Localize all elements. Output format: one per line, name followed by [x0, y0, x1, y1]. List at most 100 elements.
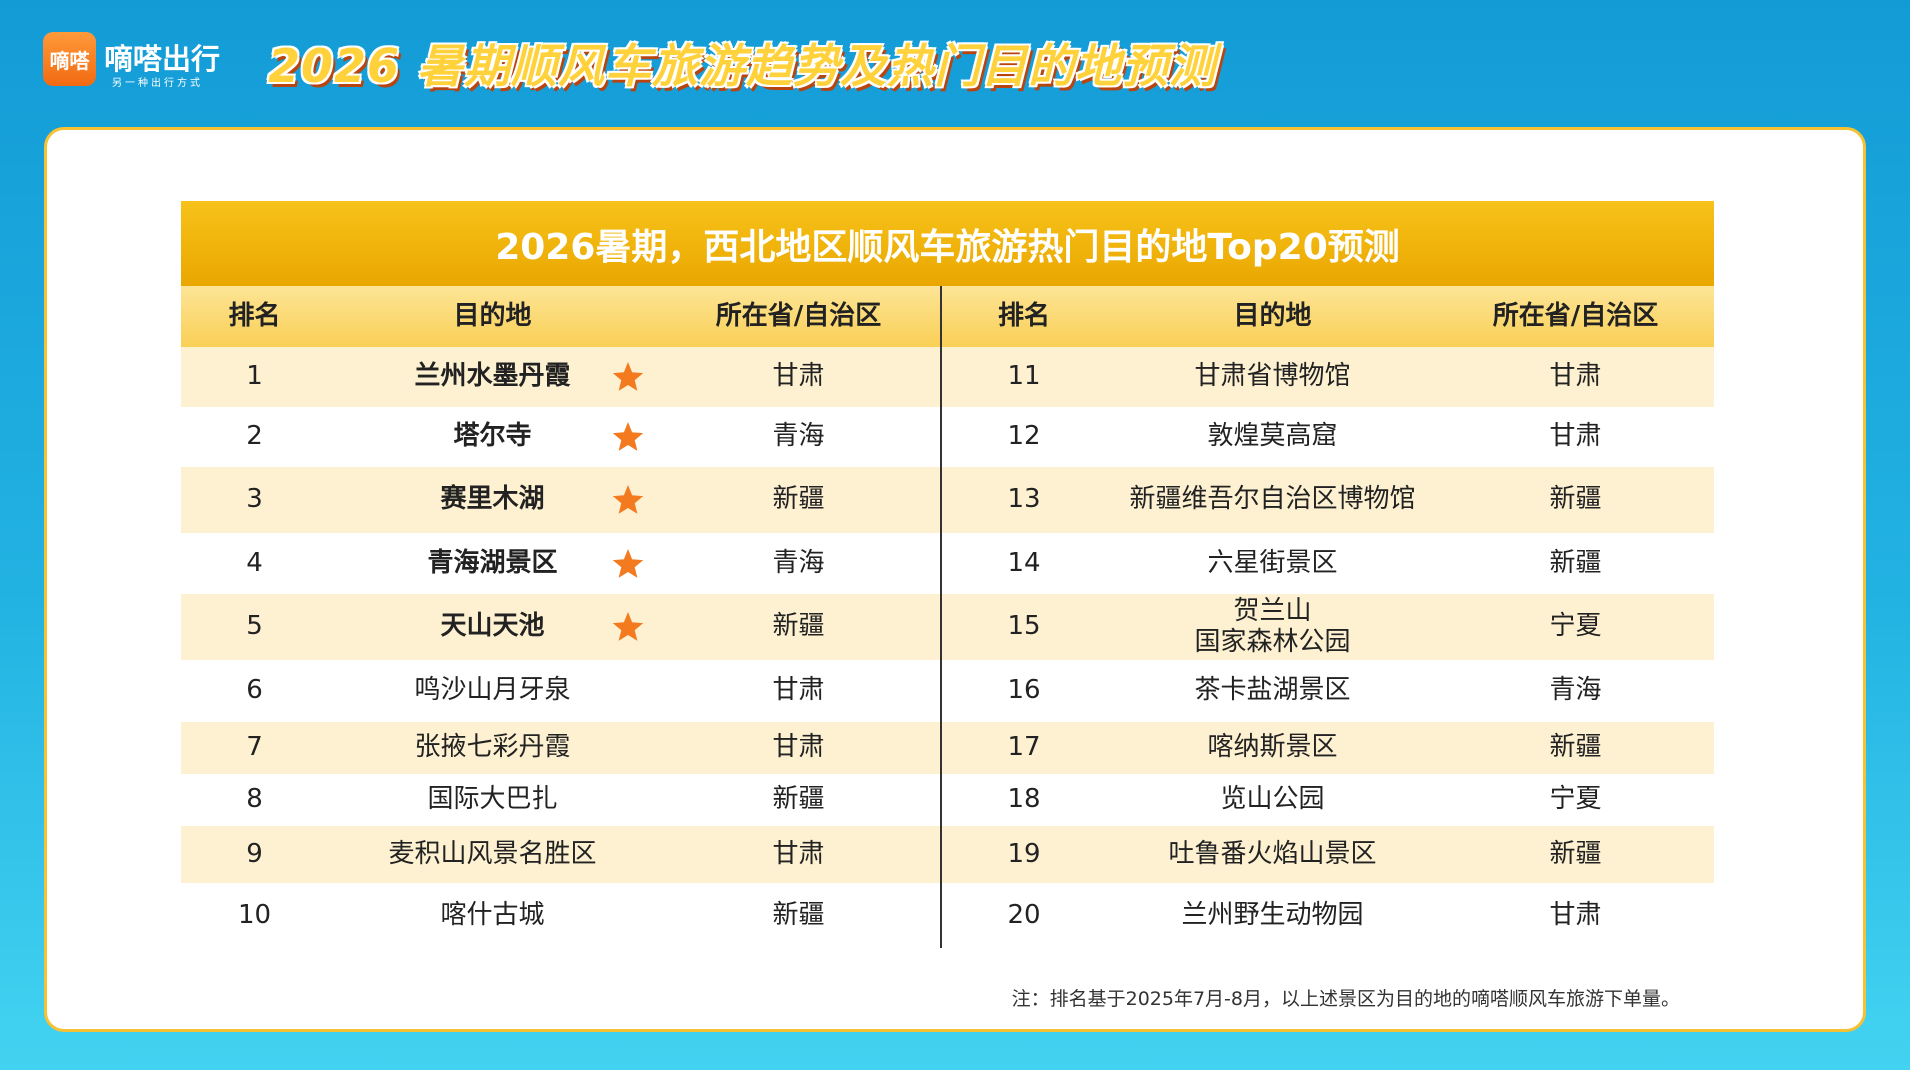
province-cell: 新疆 [657, 883, 940, 948]
rank-cell: 15 [940, 594, 1108, 660]
star-shape [612, 362, 644, 391]
rank: 1 [246, 361, 263, 392]
rank-cell: 4 [181, 533, 328, 594]
destination-cell: 天山天池 [328, 594, 657, 660]
destination: 甘肃省博物馆 [1194, 361, 1351, 392]
rank: 10 [237, 899, 272, 930]
rank: 6 [246, 675, 263, 706]
destination-cell: 张掖七彩丹霞 [328, 722, 657, 774]
province: 青海 [772, 547, 825, 578]
destination: 鸣沙山月牙泉 [414, 675, 571, 706]
table-row: 3 赛里木湖 新疆 13 新疆维吾尔自治区博物馆 新疆 [181, 467, 1714, 533]
destination-cell: 甘肃省博物馆 [1108, 347, 1437, 407]
table-row: 4 青海湖景区 青海 14 六星街景区 新疆 [181, 533, 1714, 594]
destination: 览山公园 [1220, 784, 1325, 815]
column-header: 排名 [228, 300, 281, 331]
province-cell: 甘肃 [657, 722, 940, 774]
destination-cell: 六星街景区 [1108, 533, 1437, 594]
destination-cell: 麦积山风景名胜区 [328, 826, 657, 883]
rank: 13 [1007, 484, 1041, 515]
column-header: 目的地 [453, 300, 532, 331]
destination-cell: 喀纳斯景区 [1108, 722, 1437, 774]
rank-cell: 3 [181, 467, 328, 533]
rank: 12 [1007, 421, 1041, 452]
destination-cell: 赛里木湖 [328, 467, 657, 533]
rank-cell: 6 [181, 660, 328, 722]
province-cell: 甘肃 [1437, 407, 1714, 467]
table-row: 6 鸣沙山月牙泉 甘肃 16 茶卡盐湖景区 青海 [181, 660, 1714, 722]
destination: 喀纳斯景区 [1207, 732, 1338, 763]
table-row: 10 喀什古城 新疆 20 兰州野生动物园 甘肃 [181, 883, 1714, 948]
destination: 赛里木湖 [440, 484, 545, 515]
province: 甘肃 [1549, 899, 1602, 930]
province: 新疆 [1549, 547, 1602, 578]
rank: 15 [1007, 611, 1041, 642]
destination: 喀什古城 [440, 899, 545, 930]
province-cell: 新疆 [657, 467, 940, 533]
rank-cell: 11 [940, 347, 1108, 407]
table-title: 2026暑期，西北地区顺风车旅游热门目的地Top20预测 [181, 201, 1714, 286]
star [612, 548, 644, 578]
table-row: 5 天山天池 新疆 15 贺兰山 国家森林公园 宁夏 [181, 594, 1714, 660]
province-cell: 新疆 [1437, 826, 1714, 883]
destination: 茶卡盐湖景区 [1194, 675, 1351, 706]
rank-cell: 5 [181, 594, 328, 660]
province-cell: 青海 [657, 533, 940, 594]
divider [940, 286, 942, 948]
rank-cell: 8 [181, 774, 328, 826]
rank: 5 [246, 611, 263, 642]
rank-cell: 12 [940, 407, 1108, 467]
province: 新疆 [772, 611, 825, 642]
header-row: 排名 目的地 所在省/自治区 排名 目的地 所在省/自治区 [181, 286, 1714, 347]
rank-cell: 7 [181, 722, 328, 774]
column-header: 所在省/自治区 [715, 300, 882, 331]
table-row: 8 国际大巴扎 新疆 18 览山公园 宁夏 [181, 774, 1714, 826]
column-header: 排名 [997, 300, 1050, 331]
destination-cell: 览山公园 [1108, 774, 1437, 826]
destination: 塔尔寺 [453, 421, 532, 452]
destination-cell: 鸣沙山月牙泉 [328, 660, 657, 722]
table-body: 排名 目的地 所在省/自治区 排名 目的地 所在省/自治区 1 兰州水墨丹霞 甘肃 11 甘肃省博物… [181, 286, 1714, 948]
province-cell: 甘肃 [657, 347, 940, 407]
province-cell: 新疆 [657, 774, 940, 826]
star-shape [612, 422, 644, 451]
table-row: 7 张掖七彩丹霞 甘肃 17 喀纳斯景区 新疆 [181, 722, 1714, 774]
destination: 六星街景区 [1207, 547, 1338, 578]
province-cell: 甘肃 [1437, 347, 1714, 407]
table-row: 9 麦积山风景名胜区 甘肃 19 吐鲁番火焰山景区 新疆 [181, 826, 1714, 883]
star-shape [612, 485, 644, 514]
province-cell: 宁夏 [1437, 774, 1714, 826]
destination: 吐鲁番火焰山景区 [1168, 838, 1377, 869]
province: 甘肃 [1549, 361, 1602, 392]
rank-cell: 10 [181, 883, 328, 948]
brand: 嘀嗒出行 [104, 42, 221, 76]
destination: 青海湖景区 [427, 547, 558, 578]
destination: 敦煌莫高窟 [1207, 421, 1338, 452]
destination-cell: 兰州野生动物园 [1108, 883, 1437, 948]
province: 新疆 [772, 899, 825, 930]
province: 新疆 [772, 484, 825, 515]
slogan: 另一种出行方式 [112, 78, 203, 89]
destination: 兰州野生动物园 [1181, 899, 1364, 930]
rank: 4 [246, 547, 263, 578]
rank: 14 [1007, 547, 1041, 578]
rank: 18 [1007, 784, 1041, 815]
rank-cell: 2 [181, 407, 328, 467]
province-cell: 新疆 [1437, 533, 1714, 594]
province: 甘肃 [772, 838, 825, 869]
destination-cell: 贺兰山 国家森林公园 [1108, 594, 1437, 660]
logo: 嘀嗒 [43, 32, 96, 86]
province: 新疆 [1549, 838, 1602, 869]
column-header: 所在省/自治区 [1492, 300, 1659, 331]
destination-cell: 喀什古城 [328, 883, 657, 948]
footnote: 注：排名基于2025年7月-8月，以上述景区为目的地的嘀嗒顺风车旅游下单量。 [1011, 988, 1680, 1010]
province: 宁夏 [1549, 611, 1602, 642]
rank: 11 [1007, 361, 1041, 392]
rank: 8 [246, 784, 263, 815]
destination-cell: 敦煌莫高窟 [1108, 407, 1437, 467]
province-cell: 新疆 [1437, 467, 1714, 533]
rank-cell: 9 [181, 826, 328, 883]
province: 甘肃 [772, 361, 825, 392]
province: 甘肃 [772, 675, 825, 706]
